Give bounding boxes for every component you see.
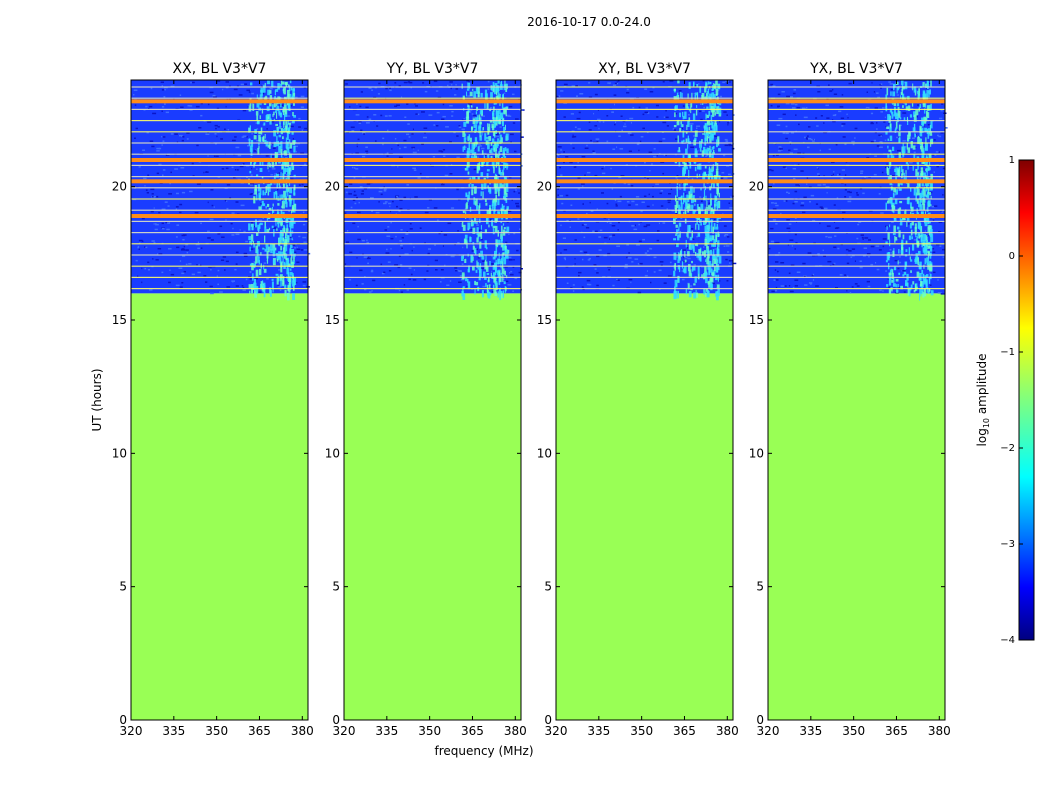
y-tick-label: 5: [756, 580, 764, 594]
axes-frame: [555, 79, 734, 721]
y-tick-label: 10: [537, 446, 552, 460]
colorbar-tick-label: 0: [1009, 251, 1015, 262]
y-tick-label: 0: [332, 713, 340, 727]
rfi-line: [556, 179, 733, 184]
panel-title: XX, BL V3*V7: [173, 61, 267, 77]
rfi-line: [768, 99, 945, 104]
x-tick-label: 350: [630, 724, 653, 738]
y-axis-label: UT (hours): [90, 368, 104, 431]
rfi-line: [556, 158, 733, 162]
rfi-line: [131, 99, 308, 104]
x-tick-label: 380: [928, 724, 951, 738]
rfi-line: [556, 214, 733, 218]
x-tick-label: 335: [799, 724, 822, 738]
rfi-line: [344, 99, 521, 104]
panel-2: YY, BL V3*V7 320 335 350 365 380 0 5 10 15 20 frequ…: [325, 61, 534, 758]
y-tick-label: 20: [325, 180, 340, 194]
x-axis-label: frequency (MHz): [434, 744, 533, 758]
rfi-line: [768, 158, 945, 162]
x-tick-label: 350: [842, 724, 865, 738]
x-tick-label: 335: [162, 724, 185, 738]
x-tick-label: 320: [120, 724, 143, 738]
colorbar-tick-label: 1: [1009, 155, 1015, 166]
axes-frame: [767, 79, 946, 721]
x-tick-label: 365: [461, 724, 484, 738]
panel-title: YY, BL V3*V7: [386, 61, 479, 77]
rfi-line: [556, 99, 733, 104]
x-tick-label: 335: [375, 724, 398, 738]
colorbar-gradient: [1018, 159, 1035, 641]
y-tick-label: 15: [325, 313, 340, 327]
x-tick-label: 365: [673, 724, 696, 738]
x-tick-label: 365: [248, 724, 271, 738]
x-tick-label: 335: [587, 724, 610, 738]
panel-1: XX, BL V3*V7 320 335 350 365 380 0 5 10 15 20 UT (h…: [90, 61, 314, 738]
y-tick-label: 0: [544, 713, 552, 727]
colorbar-tick-label: −4: [1000, 635, 1015, 646]
colorbar-tick-label: −2: [1000, 443, 1015, 454]
x-tick-label: 320: [757, 724, 780, 738]
panel-title: YX, BL V3*V7: [809, 61, 903, 77]
y-tick-label: 20: [537, 180, 552, 194]
panel-3: XY, BL V3*V7 320 335 350 365 380 0 5 10 15 20: [537, 61, 739, 738]
y-tick-label: 15: [749, 313, 764, 327]
x-tick-label: 320: [333, 724, 356, 738]
panel-title: XY, BL V3*V7: [598, 61, 691, 77]
y-tick-label: 0: [119, 713, 127, 727]
colorbar: 1 0 −1 −2 −3 −4 log10 amplitude: [975, 155, 1035, 646]
y-tick-label: 5: [119, 580, 127, 594]
rfi-line: [768, 179, 945, 184]
data-region: [344, 80, 525, 301]
rfi-line: [768, 214, 945, 218]
y-tick-label: 10: [112, 446, 127, 460]
x-tick-label: 350: [418, 724, 441, 738]
rfi-line: [344, 179, 521, 184]
colorbar-tick-label: −3: [1000, 539, 1015, 550]
rfi-line: [131, 214, 308, 218]
data-region: [556, 80, 737, 301]
empty-region: [131, 293, 308, 720]
panel-4: YX, BL V3*V7 320 335 350 365 380 0 5 10 15 20: [749, 61, 951, 738]
x-tick-label: 380: [504, 724, 527, 738]
y-tick-label: 15: [537, 313, 552, 327]
rfi-line: [344, 158, 521, 162]
rfi-line: [131, 179, 308, 184]
rfi-line: [344, 214, 521, 218]
x-tick-label: 320: [545, 724, 568, 738]
data-region: [131, 80, 311, 301]
colorbar-tick-label: −1: [1000, 347, 1015, 358]
axes-frame: [343, 79, 522, 721]
data-region: [768, 80, 948, 301]
y-tick-label: 20: [749, 180, 764, 194]
empty-region: [768, 293, 945, 720]
y-tick-label: 15: [112, 313, 127, 327]
y-tick-label: 5: [544, 580, 552, 594]
empty-region: [556, 293, 733, 720]
x-tick-label: 380: [716, 724, 739, 738]
empty-region: [344, 293, 521, 720]
colorbar-label: log10 amplitude: [975, 354, 991, 447]
y-tick-label: 0: [756, 713, 764, 727]
y-tick-label: 10: [325, 446, 340, 460]
x-tick-label: 380: [291, 724, 314, 738]
y-tick-label: 10: [749, 446, 764, 460]
rfi-line: [131, 158, 308, 162]
axes-frame: [130, 79, 309, 721]
y-tick-label: 5: [332, 580, 340, 594]
y-tick-label: 20: [112, 180, 127, 194]
x-tick-label: 350: [205, 724, 228, 738]
figure-title: 2016-10-17 0.0-24.0: [527, 15, 651, 29]
x-tick-label: 365: [885, 724, 908, 738]
